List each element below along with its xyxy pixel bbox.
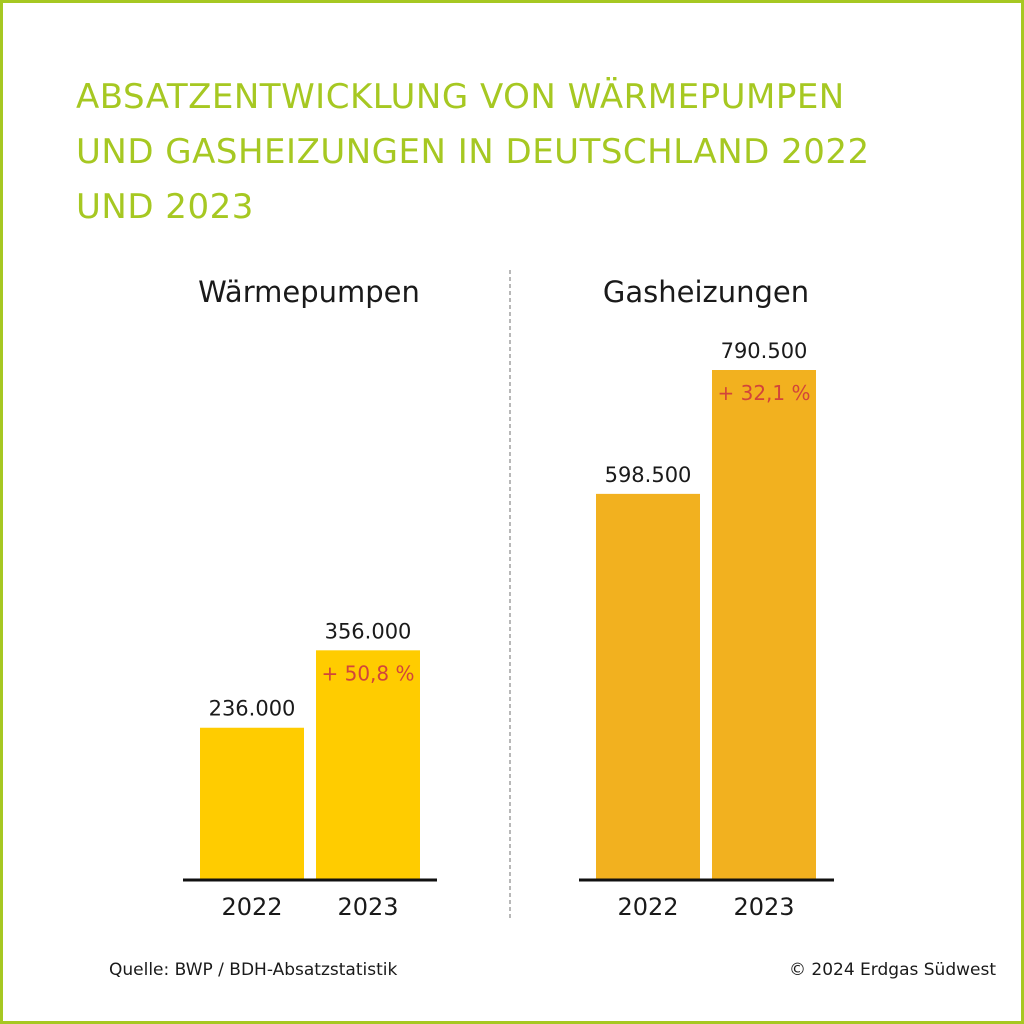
panel-title-gasheizungen: Gasheizungen bbox=[603, 275, 809, 309]
bar-waermepumpen-2022 bbox=[200, 727, 304, 880]
chart-title: ABSATZENTWICKLUNG VON WÄRMEPUMPEN UND GA… bbox=[76, 70, 976, 235]
value-label-gasheizungen-2023: 790.500 bbox=[721, 339, 808, 363]
change-label-waermepumpen-2023: + 50,8 % bbox=[321, 661, 414, 685]
x-tick-label-gasheizungen-2023: 2023 bbox=[733, 893, 794, 921]
change-label-gasheizungen-2023: + 32,1 % bbox=[717, 381, 810, 405]
panel-title-waermepumpen: Wärmepumpen bbox=[198, 275, 420, 309]
value-label-waermepumpen-2023: 356.000 bbox=[325, 619, 412, 643]
source-note: Quelle: BWP / BDH-Absatzstatistik bbox=[109, 960, 398, 980]
bar-gasheizungen-2022 bbox=[596, 493, 700, 880]
x-tick-label-gasheizungen-2022: 2022 bbox=[617, 893, 678, 921]
x-tick-label-waermepumpen-2022: 2022 bbox=[221, 893, 282, 921]
x-tick-label-waermepumpen-2023: 2023 bbox=[337, 893, 398, 921]
chart-title-line-3: UND 2023 bbox=[76, 187, 254, 227]
bar-gasheizungen-2023 bbox=[712, 370, 816, 880]
value-label-gasheizungen-2022: 598.500 bbox=[605, 463, 692, 487]
chart-title-line-2: UND GASHEIZUNGEN IN DEUTSCHLAND 2022 bbox=[76, 132, 870, 172]
copyright-note: © 2024 Erdgas Südwest bbox=[788, 960, 996, 980]
chart-title-line-1: ABSATZENTWICKLUNG VON WÄRMEPUMPEN bbox=[76, 77, 845, 117]
bar-waermepumpen-2023 bbox=[316, 650, 420, 880]
value-label-waermepumpen-2022: 236.000 bbox=[209, 697, 296, 721]
